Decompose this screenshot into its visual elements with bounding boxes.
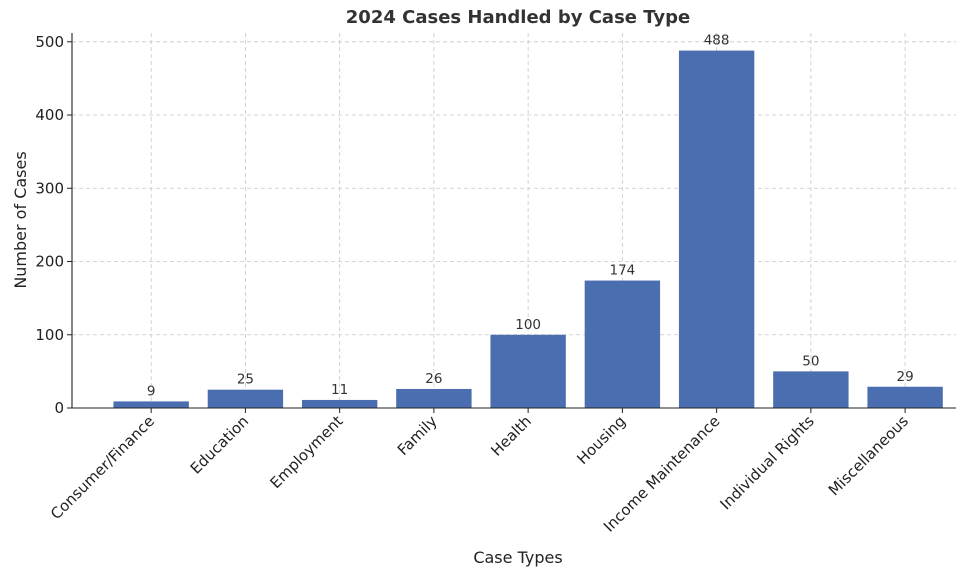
data-label: 9: [147, 383, 156, 399]
data-label: 50: [802, 353, 819, 369]
bar: [490, 334, 566, 408]
y-tick-label: 100: [35, 326, 64, 344]
y-tick-label: 400: [35, 106, 64, 124]
chart-title: 2024 Cases Handled by Case Type: [346, 7, 690, 28]
x-ticks: Consumer/Finance Education Employment Famil…: [47, 408, 912, 536]
bar: [584, 280, 661, 408]
data-label: 29: [897, 369, 914, 385]
bar: [207, 389, 284, 408]
data-label: 11: [331, 382, 348, 398]
y-tick-label: 200: [35, 253, 64, 271]
bar: [678, 50, 755, 408]
x-tick-label: Housing: [573, 412, 629, 468]
y-ticks: 0 100 200 300 400 500: [35, 33, 72, 417]
y-tick-label: 0: [54, 399, 64, 417]
data-label: 25: [237, 372, 254, 388]
y-axis-label: Number of Cases: [11, 151, 30, 288]
data-label: 488: [704, 33, 730, 49]
data-label: 26: [425, 371, 442, 387]
bar: [773, 371, 849, 408]
bar: [396, 388, 472, 408]
bar: [867, 386, 943, 408]
x-tick-label: Health: [487, 412, 535, 460]
data-label: 100: [515, 317, 541, 333]
x-axis-label: Case Types: [473, 548, 562, 567]
x-tick-label: Employment: [267, 412, 347, 492]
bar: [301, 399, 378, 408]
axes: [71, 33, 956, 409]
y-tick-label: 300: [35, 179, 64, 197]
x-tick-label: Family: [394, 412, 441, 459]
bars: [113, 50, 943, 408]
data-labels: 9 25 11 26 100 174 488 50 29: [147, 33, 914, 400]
x-tick-label: Consumer/Finance: [47, 412, 158, 523]
bar: [113, 401, 189, 408]
data-label: 174: [609, 263, 635, 279]
x-tick-label: Individual Rights: [716, 412, 817, 513]
y-tick-label: 500: [35, 33, 64, 51]
x-tick-label: Miscellaneous: [825, 412, 912, 499]
x-tick-label: Education: [187, 412, 253, 478]
